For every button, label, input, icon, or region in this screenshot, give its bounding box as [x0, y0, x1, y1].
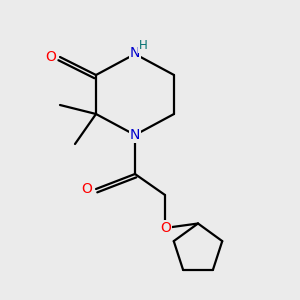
Text: N: N: [130, 128, 140, 142]
Text: O: O: [160, 221, 171, 235]
Text: H: H: [139, 39, 148, 52]
Text: N: N: [130, 46, 140, 60]
Text: O: O: [81, 182, 92, 196]
Text: O: O: [45, 50, 56, 64]
